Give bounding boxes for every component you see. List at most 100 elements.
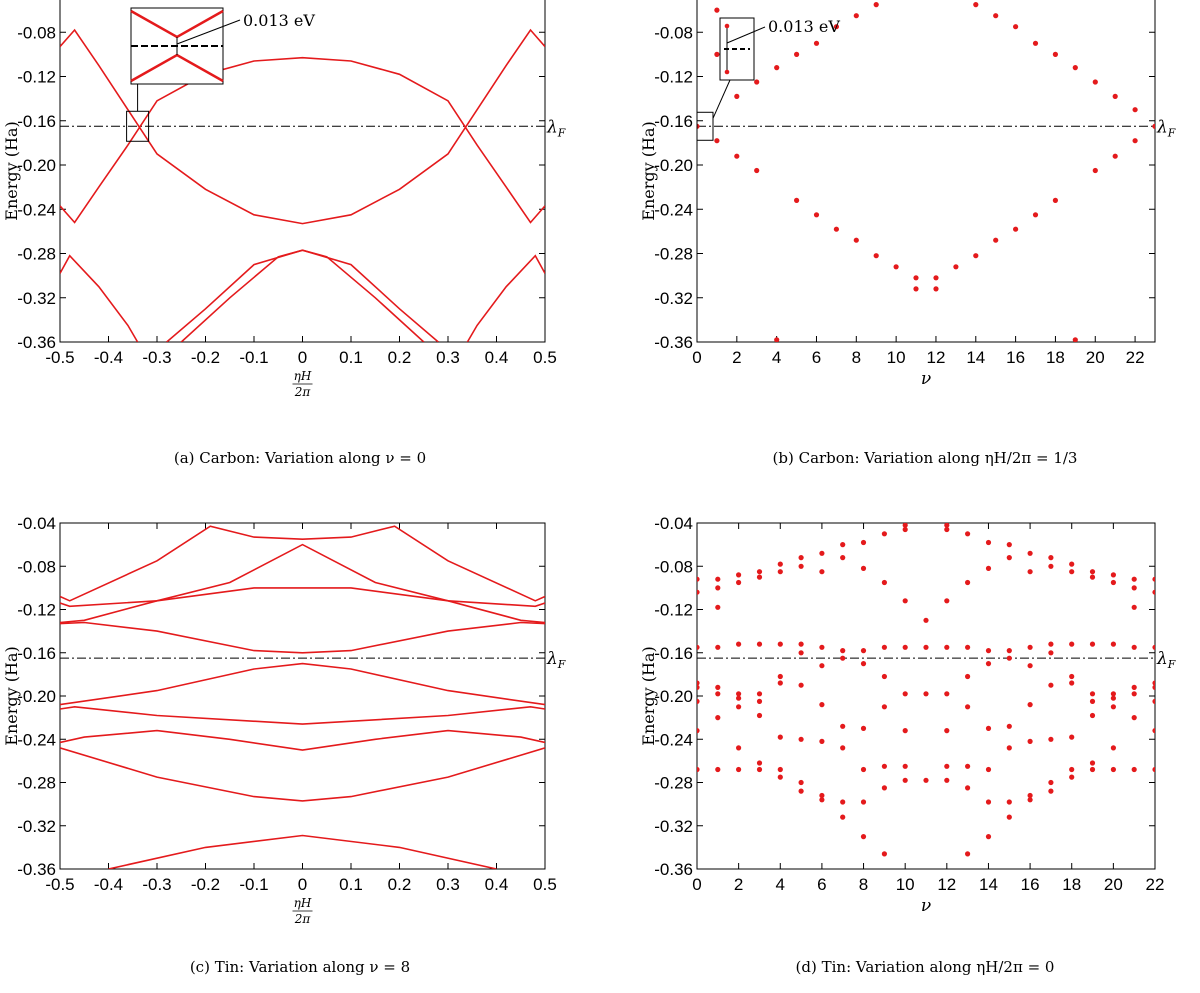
data-point — [1027, 644, 1033, 650]
data-point — [774, 337, 780, 342]
data-point — [993, 13, 999, 19]
panel-c: -0.04-0.08-0.12-0.16-0.20-0.24-0.28-0.32… — [2, 514, 566, 976]
data-point — [754, 79, 760, 85]
data-point — [902, 598, 908, 604]
data-point — [756, 569, 763, 575]
series-line — [60, 662, 545, 706]
data-point — [777, 680, 783, 686]
x-tick-label: 0 — [298, 348, 307, 367]
data-point — [965, 531, 971, 537]
data-point — [1006, 723, 1012, 729]
data-point — [1027, 797, 1033, 803]
x-tick-label: 0.4 — [485, 348, 509, 367]
data-point — [1132, 107, 1138, 113]
y-tick-label: -0.20 — [17, 156, 56, 175]
x-tick-label: 8 — [852, 348, 861, 367]
data-point — [777, 569, 783, 575]
y-tick-label: -0.36 — [17, 333, 56, 352]
x-tick-label: 20 — [1086, 348, 1105, 367]
data-point — [1048, 736, 1054, 742]
x-tick-label: 4 — [772, 348, 781, 367]
data-point — [881, 531, 888, 537]
data-point — [923, 777, 929, 783]
panel-caption: (a) Carbon: Variation along ν = 0 — [174, 449, 426, 467]
data-point — [944, 777, 950, 783]
data-point — [1032, 40, 1039, 46]
data-point — [1052, 51, 1058, 58]
x-tick-label: 6 — [812, 348, 821, 367]
x-tick-label: -0.3 — [142, 875, 171, 894]
x-tick-label: 0.3 — [436, 875, 460, 894]
data-point — [798, 555, 804, 561]
data-point — [985, 834, 992, 840]
x-tick-label: 0.1 — [339, 348, 363, 367]
data-point — [697, 680, 700, 686]
y-tick-label: -0.12 — [654, 601, 693, 620]
y-tick-label: -0.04 — [654, 514, 693, 533]
data-point — [1072, 65, 1078, 71]
inset-point — [724, 23, 730, 29]
data-point — [1131, 684, 1137, 691]
data-point — [985, 565, 992, 572]
x-tick-label: 0 — [692, 348, 701, 367]
y-tick-label: -0.28 — [654, 245, 693, 264]
data-point — [736, 695, 742, 701]
y-tick-label: -0.24 — [17, 200, 56, 219]
data-point — [715, 585, 721, 591]
data-point — [819, 702, 825, 708]
data-point — [756, 574, 763, 580]
data-point — [734, 153, 740, 159]
data-point — [944, 644, 950, 650]
x-tick-label: 22 — [1146, 875, 1165, 894]
data-point — [1131, 691, 1137, 697]
data-point — [1110, 766, 1116, 773]
x-tick-label: 12 — [937, 875, 956, 894]
data-point — [881, 785, 888, 791]
y-axis-label: Energy (Ha) — [2, 121, 21, 220]
series-line — [60, 56, 545, 224]
data-point — [1006, 745, 1012, 751]
data-point — [1152, 644, 1155, 650]
data-point — [965, 579, 971, 586]
data-group — [697, 2, 1155, 342]
data-point — [1069, 673, 1075, 680]
y-tick-label: -0.36 — [654, 860, 693, 879]
data-point — [777, 641, 783, 647]
data-point — [1089, 569, 1096, 575]
data-point — [944, 523, 950, 528]
x-tick-label: -0.1 — [239, 348, 268, 367]
data-point — [1048, 779, 1054, 786]
y-tick-label: -0.24 — [654, 730, 693, 749]
data-point — [944, 691, 950, 697]
data-point — [798, 736, 804, 742]
x-tick-label: 10 — [887, 348, 906, 367]
data-point — [1027, 569, 1033, 575]
data-point — [1110, 579, 1116, 586]
y-tick-label: -0.32 — [654, 817, 693, 836]
x-tick-label: 16 — [1006, 348, 1025, 367]
data-point — [819, 644, 825, 650]
data-point — [1048, 650, 1054, 656]
data-point — [715, 684, 721, 691]
data-point — [1048, 641, 1054, 647]
data-point — [1027, 792, 1033, 799]
data-point — [933, 286, 939, 292]
data-point — [1069, 569, 1075, 575]
data-point — [1089, 691, 1096, 697]
data-point — [697, 684, 700, 690]
x-axis-label: ηH 2π — [292, 369, 313, 399]
data-point — [736, 572, 742, 578]
data-point — [985, 539, 992, 546]
data-point — [1092, 167, 1098, 174]
data-point — [798, 641, 804, 647]
data-point — [965, 785, 971, 791]
data-point — [736, 641, 742, 647]
annotation-leader — [726, 26, 766, 44]
y-tick-label: -0.28 — [17, 774, 56, 793]
series-line — [60, 587, 545, 624]
series-line — [60, 254, 139, 342]
data-point — [902, 526, 908, 533]
data-point — [881, 579, 888, 586]
y-axis-label: Energy (Ha) — [2, 646, 21, 745]
series-line — [180, 249, 425, 342]
